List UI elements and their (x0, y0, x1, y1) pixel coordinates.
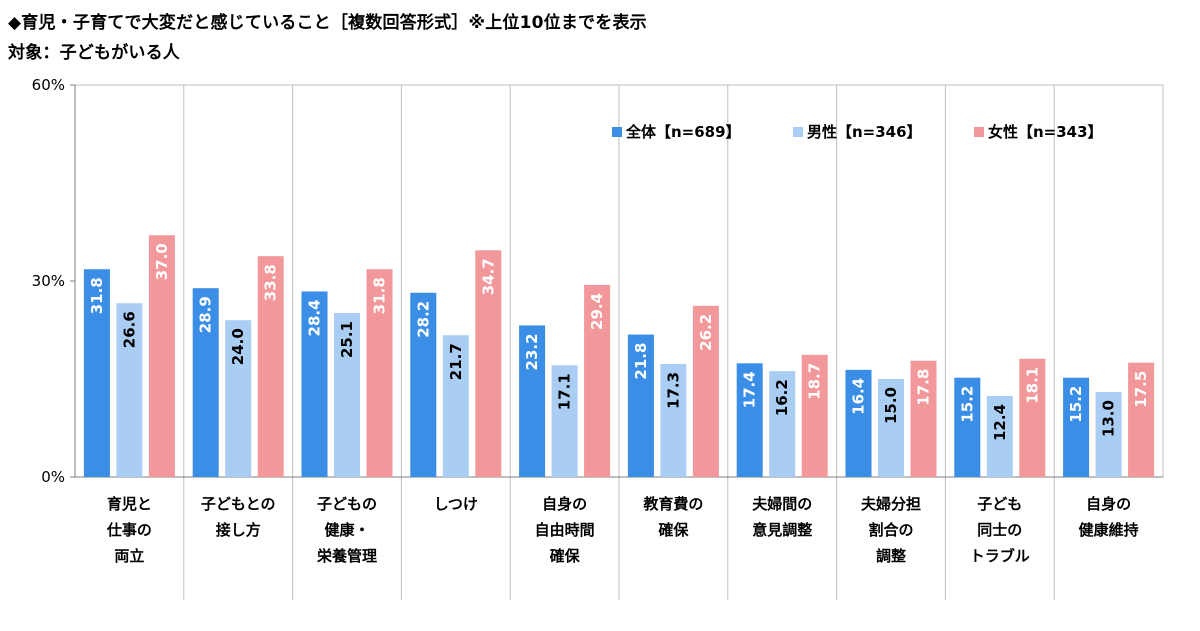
category-label: 同士の (977, 521, 1022, 539)
category-label: 教育費の (642, 495, 703, 513)
bar (954, 377, 981, 477)
data-label: 33.8 (262, 264, 280, 301)
category-label: 両立 (114, 547, 144, 565)
legend-swatch (612, 127, 622, 137)
bar (366, 269, 393, 477)
category-label: 子どもとの (201, 495, 276, 513)
bar (986, 395, 1013, 477)
bar (1019, 358, 1046, 477)
data-label: 31.8 (88, 277, 106, 314)
bar (334, 313, 360, 477)
category-label: 接し方 (216, 521, 261, 539)
bar (801, 354, 828, 477)
category-label: 意見調整 (752, 521, 812, 539)
data-label: 18.7 (806, 363, 824, 400)
category-label: 自由時間 (535, 521, 595, 539)
bar (1128, 362, 1155, 477)
category-label: トラブル (970, 547, 1030, 565)
chart-title: ◆育児・子育てで大変だと感じていること［複数回答形式］※上位10位までを表示 (8, 13, 647, 33)
y-tick-label: 0% (41, 468, 65, 486)
bar (148, 235, 175, 477)
data-label: 13.0 (1100, 400, 1118, 437)
bar (410, 292, 437, 477)
data-label: 23.2 (523, 333, 541, 370)
legend-swatch (793, 127, 803, 137)
bar (878, 379, 904, 477)
data-label: 24.0 (229, 328, 247, 365)
category-label: 子ども (977, 495, 1022, 513)
category-label: 調整 (876, 547, 906, 565)
category-label: 確保 (657, 521, 689, 539)
y-tick-label: 60% (32, 76, 65, 94)
data-label: 17.1 (556, 373, 574, 410)
data-label: 29.4 (588, 293, 606, 330)
bar (442, 335, 469, 477)
bar (83, 269, 110, 477)
data-label: 26.2 (697, 314, 715, 351)
data-label: 16.4 (850, 378, 868, 415)
data-label: 17.3 (664, 372, 682, 409)
legend-swatch (974, 127, 984, 137)
data-label: 15.2 (1067, 386, 1085, 423)
data-label: 25.1 (338, 321, 356, 358)
category-label: 子どもの (317, 495, 377, 513)
bar (192, 288, 219, 477)
data-label: 12.4 (991, 404, 1009, 441)
data-label: 15.0 (882, 387, 900, 424)
bar (1063, 377, 1090, 477)
bar (769, 371, 796, 477)
data-label: 26.6 (120, 311, 138, 348)
legend-label: 全体【n=689】 (625, 123, 741, 141)
bar (910, 360, 937, 477)
data-label: 28.2 (414, 301, 432, 338)
data-label: 21.7 (447, 343, 465, 380)
data-label: 17.5 (1132, 371, 1150, 408)
data-label: 34.7 (479, 258, 497, 295)
bar (627, 334, 654, 477)
category-label: 仕事の (106, 521, 152, 539)
bar (475, 250, 502, 477)
bar (660, 363, 687, 477)
bar (551, 365, 578, 477)
category-label: 健康維持 (1079, 521, 1139, 539)
bar (519, 325, 546, 477)
category-label: 自身の (542, 495, 587, 513)
data-label: 17.8 (915, 369, 933, 406)
category-label: 栄養管理 (316, 547, 377, 565)
y-tick-label: 30% (32, 272, 65, 290)
data-label: 28.9 (197, 296, 215, 333)
data-label: 21.8 (632, 343, 650, 380)
chart-subtitle: 対象：子どもがいる人 (8, 43, 180, 63)
bar (845, 369, 872, 477)
bar (736, 363, 763, 477)
category-label: 夫婦分担 (861, 495, 921, 513)
category-label: 自身の (1086, 495, 1131, 513)
category-label: 確保 (549, 547, 581, 565)
data-label: 15.2 (958, 386, 976, 423)
bar (257, 256, 284, 477)
bar (116, 303, 143, 477)
data-label: 37.0 (153, 243, 171, 280)
data-label: 28.4 (306, 299, 324, 336)
data-label: 18.1 (1023, 367, 1041, 404)
category-label: 育児と (107, 495, 152, 513)
bar (584, 284, 611, 477)
bar (1095, 392, 1122, 477)
category-label: しつけ (434, 495, 478, 513)
category-label: 夫婦間の (752, 495, 812, 513)
legend-label: 女性【n=343】 (988, 123, 1103, 141)
data-label: 31.8 (371, 277, 389, 314)
legend-label: 男性【n=346】 (807, 123, 922, 141)
bar (692, 305, 719, 477)
bar (301, 291, 328, 477)
category-label: 割合の (868, 521, 913, 539)
bar (225, 320, 252, 477)
data-label: 17.4 (741, 371, 759, 408)
category-label: 健康・ (324, 521, 369, 539)
data-label: 16.2 (773, 379, 791, 416)
